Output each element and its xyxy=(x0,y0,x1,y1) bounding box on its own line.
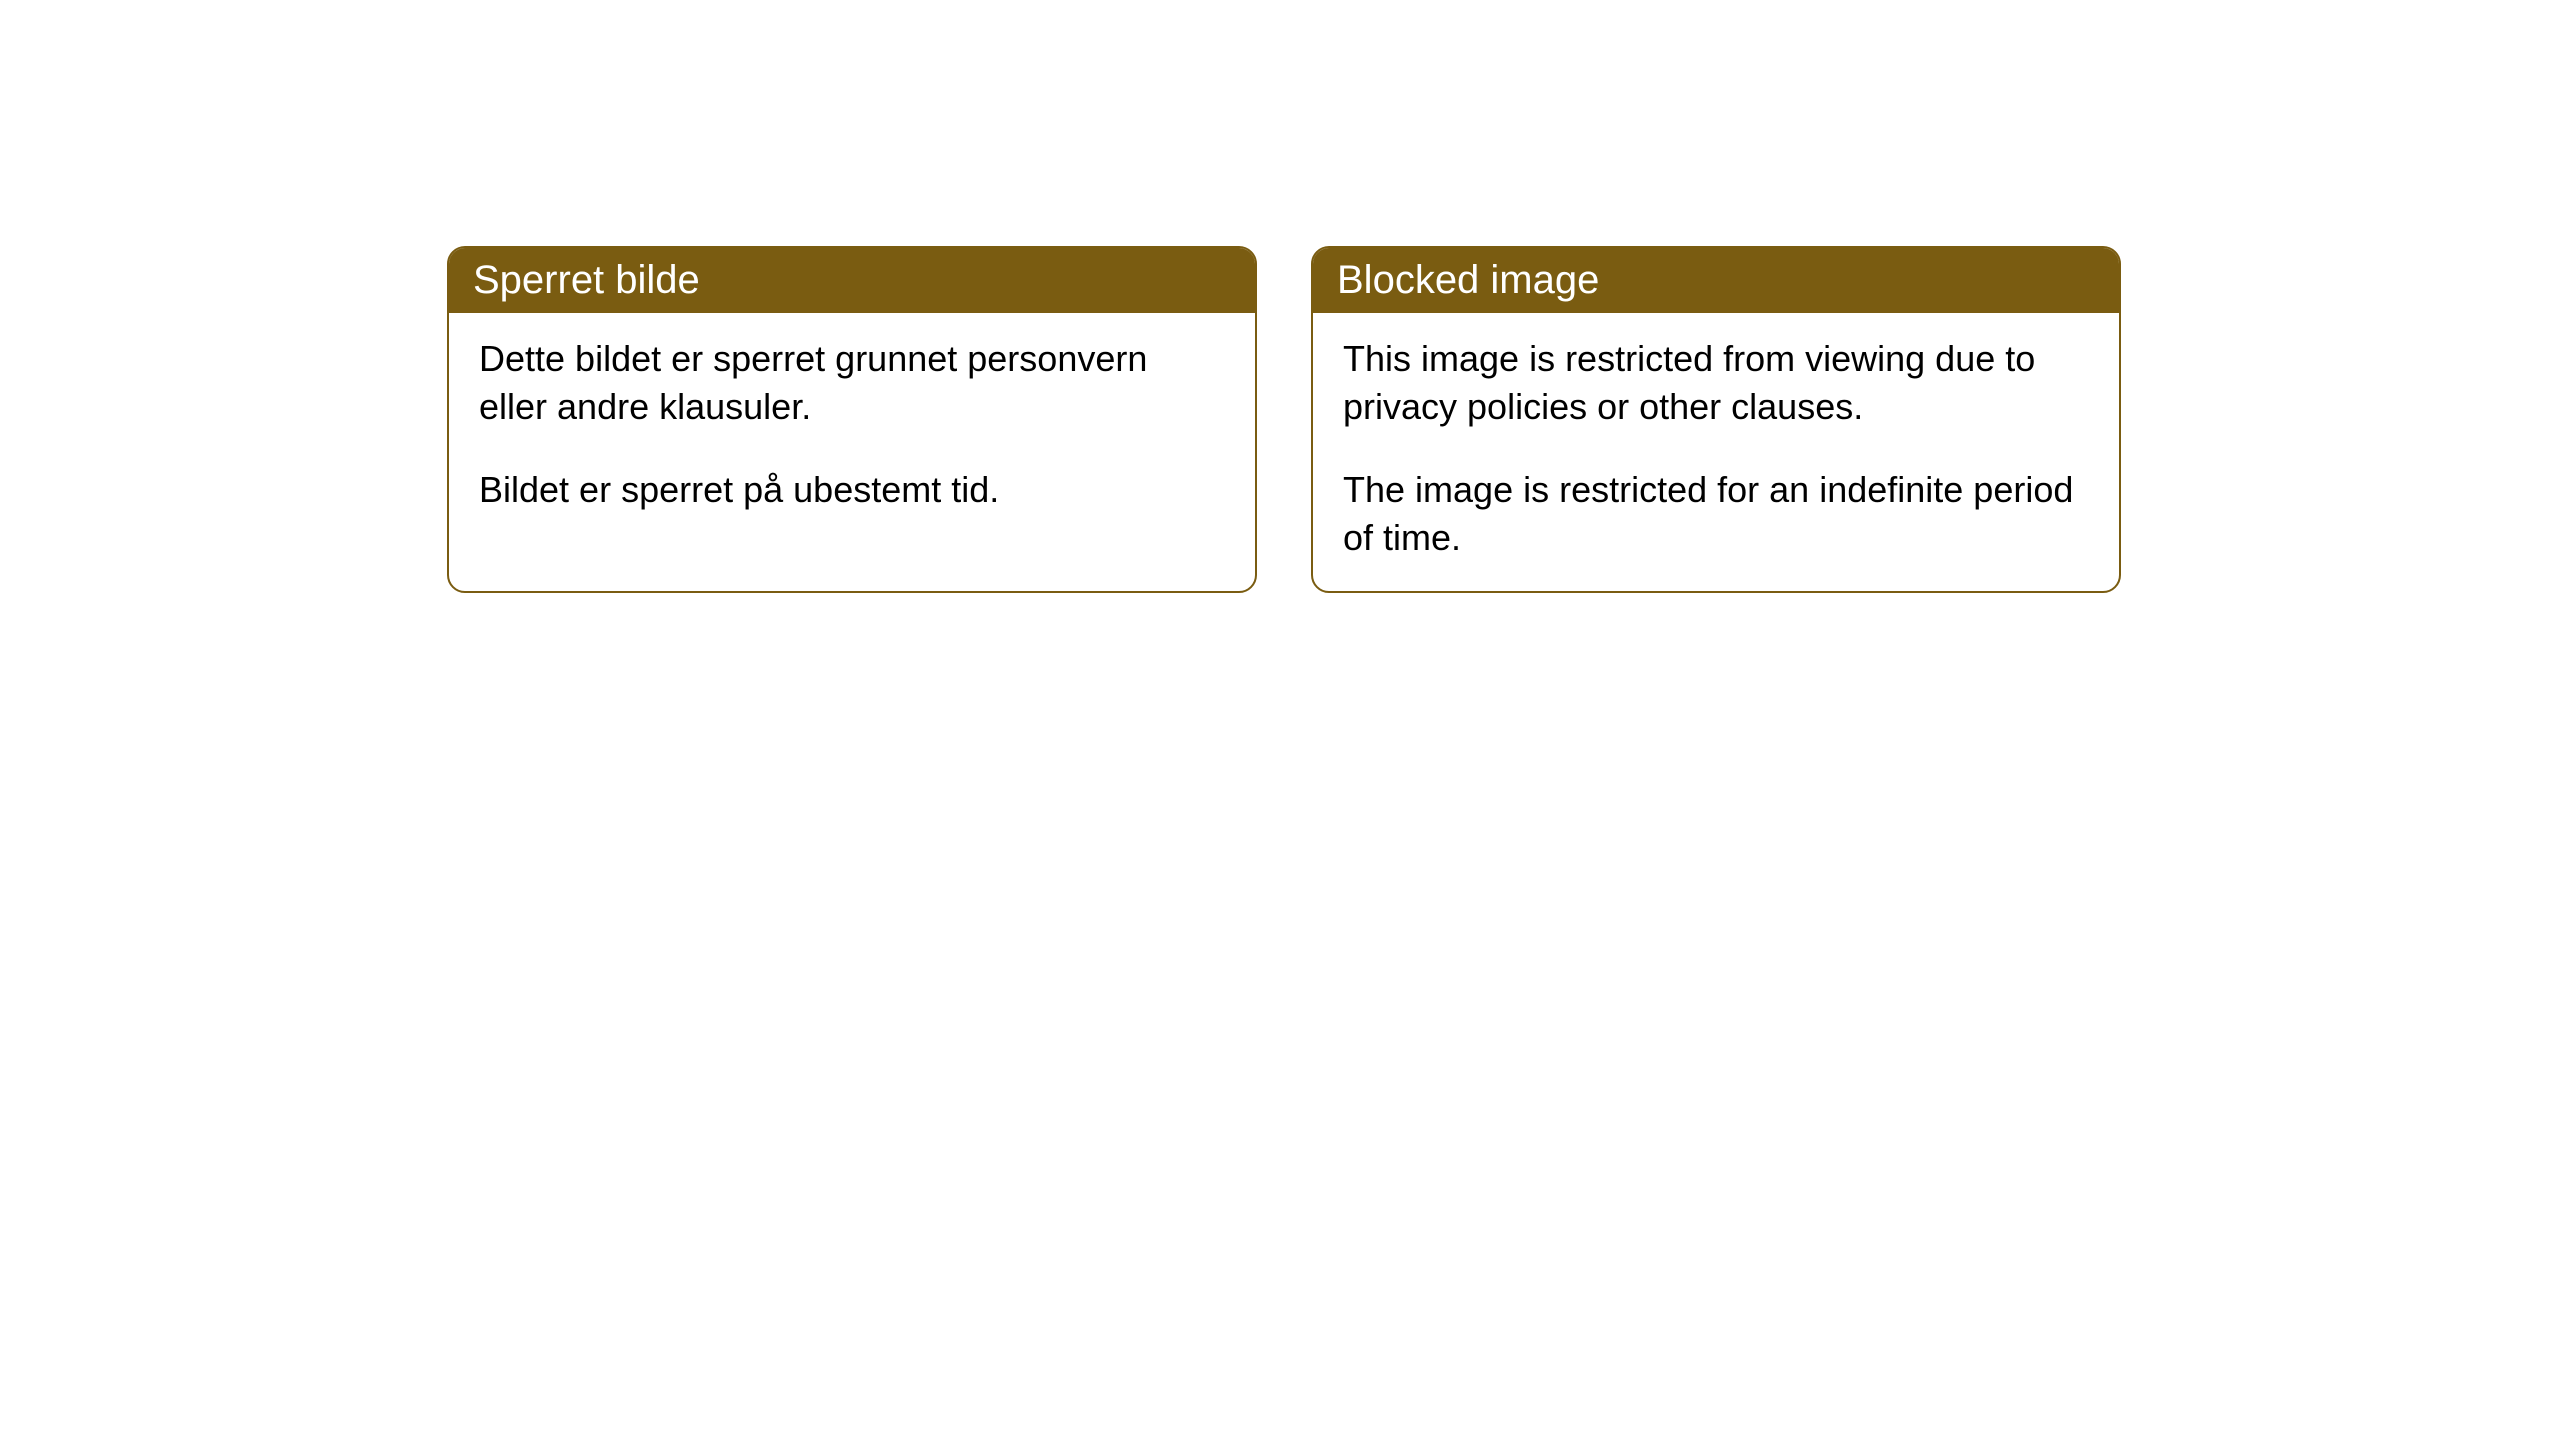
card-header: Sperret bilde xyxy=(449,248,1255,313)
card-paragraph: Dette bildet er sperret grunnet personve… xyxy=(479,335,1225,430)
card-title: Blocked image xyxy=(1337,258,1599,302)
card-paragraph: The image is restricted for an indefinit… xyxy=(1343,466,2089,561)
notice-card-english: Blocked image This image is restricted f… xyxy=(1311,246,2121,593)
notice-cards-container: Sperret bilde Dette bildet er sperret gr… xyxy=(447,246,2121,593)
card-paragraph: Bildet er sperret på ubestemt tid. xyxy=(479,466,1225,514)
card-paragraph: This image is restricted from viewing du… xyxy=(1343,335,2089,430)
card-header: Blocked image xyxy=(1313,248,2119,313)
notice-card-norwegian: Sperret bilde Dette bildet er sperret gr… xyxy=(447,246,1257,593)
card-body: Dette bildet er sperret grunnet personve… xyxy=(449,313,1255,544)
card-title: Sperret bilde xyxy=(473,258,700,302)
card-body: This image is restricted from viewing du… xyxy=(1313,313,2119,591)
